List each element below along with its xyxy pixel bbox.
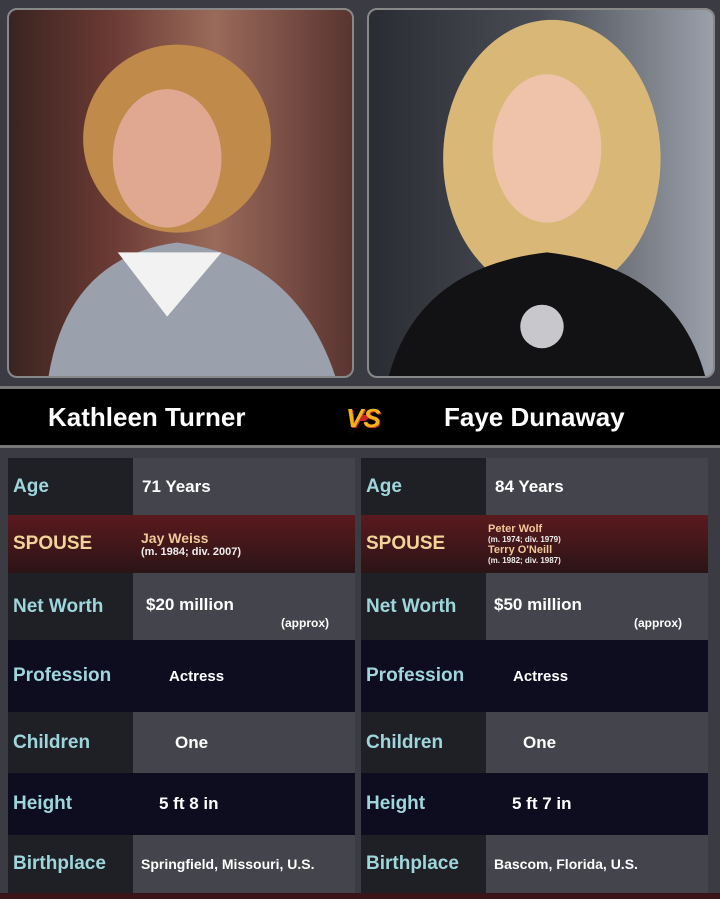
- age-row: Age 84 Years: [361, 458, 708, 515]
- birthplace-value: Bascom, Florida, U.S.: [486, 835, 708, 893]
- children-label: Children: [8, 712, 133, 773]
- height-value: 5 ft 7 in: [486, 773, 708, 835]
- height-row: Height 5 ft 7 in: [361, 773, 708, 835]
- net-worth-amount: $20 million: [146, 595, 234, 614]
- age-value: 71 Years: [133, 458, 355, 515]
- net-worth-note: (approx): [281, 616, 329, 630]
- net-worth-label: Net Worth: [8, 573, 133, 640]
- net-worth-amount: $50 million: [494, 595, 582, 614]
- spouse-1-dates: (m. 1974; div. 1979): [488, 535, 561, 544]
- height-label: Height: [8, 773, 133, 835]
- spouse-2-dates: (m. 1982; div. 1987): [488, 556, 561, 565]
- faye-dunaway-photo: [367, 8, 715, 378]
- height-row: Height 5 ft 8 in: [8, 773, 355, 835]
- age-label: Age: [361, 458, 486, 515]
- net-worth-note: (approx): [634, 616, 682, 630]
- height-value: 5 ft 8 in: [133, 773, 355, 835]
- spouse-2-name: Terry O'Neill: [488, 544, 553, 556]
- net-worth-label: Net Worth: [361, 573, 486, 640]
- vs-badge: VS: [338, 397, 386, 441]
- spouse-row: SPOUSE Jay Weiss (m. 1984; div. 2007): [8, 515, 355, 573]
- profession-value: Actress: [486, 640, 708, 712]
- profession-label: Profession: [361, 640, 486, 712]
- children-row: Children One: [361, 712, 708, 773]
- height-label: Height: [361, 773, 486, 835]
- net-worth-value: $50 million (approx): [486, 573, 708, 640]
- birthplace-row: Birthplace Springfield, Missouri, U.S.: [8, 835, 355, 893]
- title-bar: Kathleen Turner VS Faye Dunaway: [0, 386, 720, 448]
- vs-label: VS: [346, 403, 381, 433]
- person-2-name: Faye Dunaway: [444, 402, 625, 432]
- profession-row: Profession Actress: [8, 640, 355, 712]
- age-value: 84 Years: [486, 458, 708, 515]
- children-value: One: [133, 712, 355, 773]
- spouse-label: SPOUSE: [8, 515, 133, 573]
- person-2-table: Age 84 Years SPOUSE Peter Wolf (m. 1974; di…: [361, 458, 708, 893]
- spouse-dates: (m. 1984; div. 2007): [141, 546, 242, 558]
- lightning-bolt-icon: [346, 399, 378, 439]
- children-label: Children: [361, 712, 486, 773]
- children-row: Children One: [8, 712, 355, 773]
- spouse-value: Peter Wolf (m. 1974; div. 1979) Terry O'Ne…: [486, 515, 708, 573]
- spouse-label: SPOUSE: [361, 515, 486, 573]
- birthplace-row: Birthplace Bascom, Florida, U.S.: [361, 835, 708, 893]
- net-worth-value: $20 million (approx): [133, 573, 355, 640]
- person-1-name: Kathleen Turner: [48, 402, 246, 432]
- kathleen-turner-photo: [7, 8, 354, 378]
- spouse-value: Jay Weiss (m. 1984; div. 2007): [133, 515, 355, 573]
- age-label: Age: [8, 458, 133, 515]
- profession-row: Profession Actress: [361, 640, 708, 712]
- spouse-row: SPOUSE Peter Wolf (m. 1974; div. 1979) Terr…: [361, 515, 708, 573]
- profession-label: Profession: [8, 640, 133, 712]
- person-1-table: Age 71 Years SPOUSE Jay Weiss (m. 1984; div…: [8, 458, 355, 893]
- bottom-border: [0, 893, 720, 899]
- birthplace-label: Birthplace: [8, 835, 133, 893]
- net-worth-row: Net Worth $50 million (approx): [361, 573, 708, 640]
- spouse-1-name: Peter Wolf: [488, 523, 543, 535]
- children-value: One: [486, 712, 708, 773]
- spouse-name: Jay Weiss: [141, 530, 209, 546]
- birthplace-value: Springfield, Missouri, U.S.: [133, 835, 355, 893]
- birthplace-label: Birthplace: [361, 835, 486, 893]
- age-row: Age 71 Years: [8, 458, 355, 515]
- profession-value: Actress: [133, 640, 355, 712]
- net-worth-row: Net Worth $20 million (approx): [8, 573, 355, 640]
